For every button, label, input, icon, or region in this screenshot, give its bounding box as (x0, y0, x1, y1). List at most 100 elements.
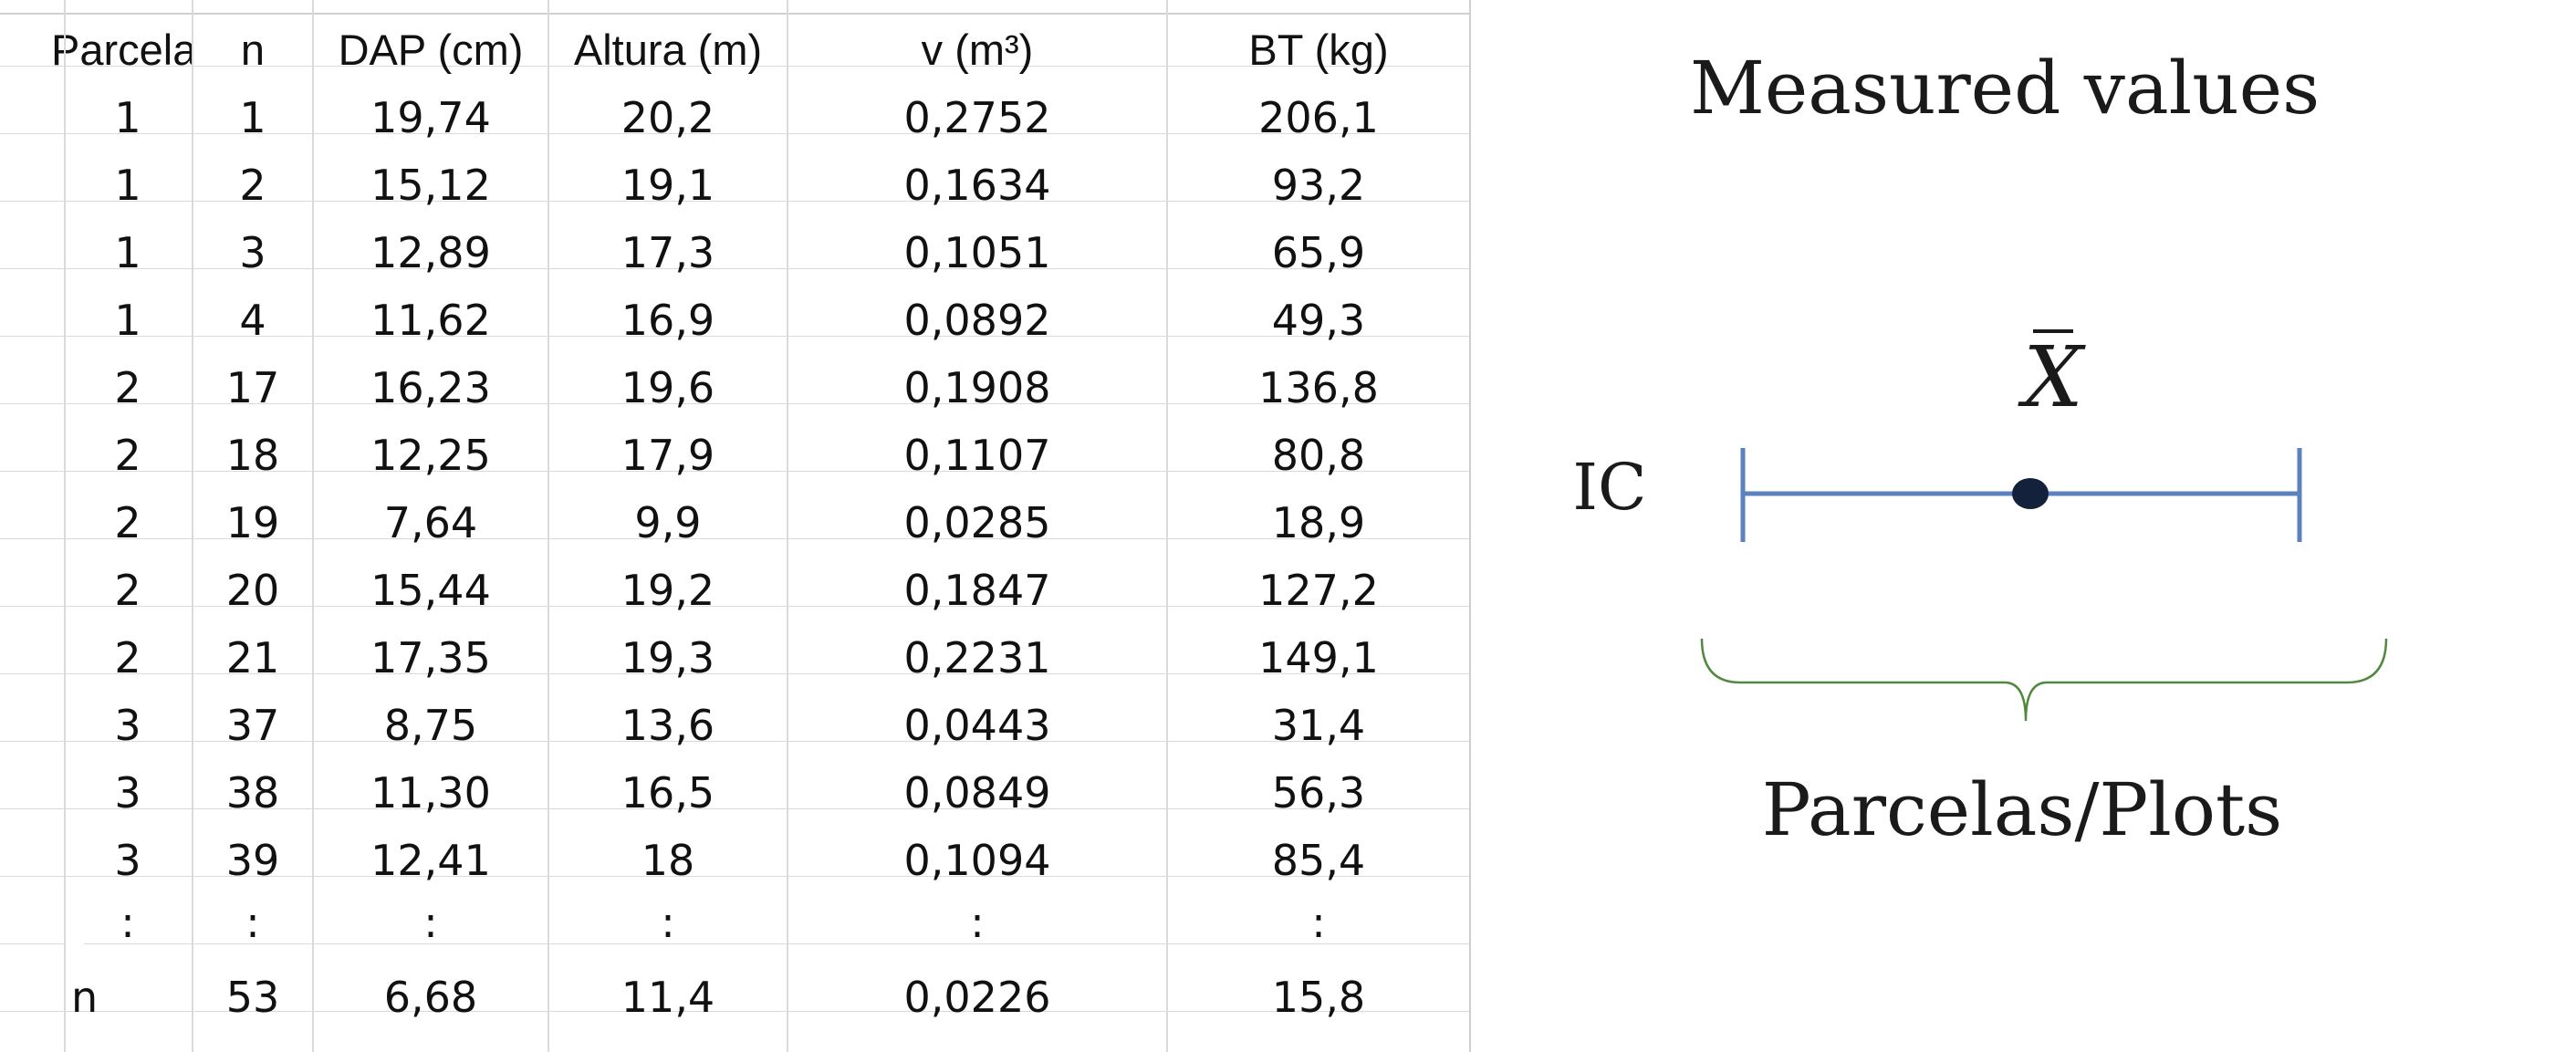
cell-n[interactable]: 18 (225, 431, 280, 480)
cell-bt[interactable]: 206,1 (1258, 93, 1379, 142)
confidence-interval-diagram-panel: Measured values X IC Parcelas/Plots (1471, 0, 2576, 1052)
cell-parcela[interactable]: 1 (114, 161, 141, 210)
plots-brace (1700, 638, 2388, 722)
cell-n[interactable]: 1 (239, 93, 266, 142)
cell-altura[interactable]: 16,9 (621, 296, 715, 345)
last-row-dap[interactable]: 6,68 (383, 973, 478, 1022)
last-row-parcela[interactable]: n (71, 973, 99, 1022)
column-gridline (548, 0, 549, 1052)
cell-dap[interactable]: 12,89 (370, 228, 491, 277)
cell-parcela[interactable]: 2 (114, 498, 141, 547)
ellipsis-cell[interactable]: : (970, 898, 985, 947)
cell-n[interactable]: 39 (225, 836, 280, 885)
cell-altura[interactable]: 13,6 (621, 701, 715, 750)
cell-parcela[interactable]: 1 (114, 296, 141, 345)
cell-bt[interactable]: 31,4 (1271, 701, 1366, 750)
cell-altura[interactable]: 19,3 (621, 633, 715, 682)
cell-altura[interactable]: 19,1 (621, 161, 715, 210)
cell-dap[interactable]: 11,62 (370, 296, 491, 345)
cell-volume[interactable]: 0,2231 (903, 633, 1051, 682)
cell-volume[interactable]: 0,1908 (903, 363, 1051, 412)
cell-dap[interactable]: 15,12 (370, 161, 491, 210)
cell-dap[interactable]: 8,75 (383, 701, 478, 750)
cell-parcela[interactable]: 3 (114, 768, 141, 818)
cell-volume[interactable]: 0,1107 (903, 431, 1051, 480)
cell-parcela[interactable]: 3 (114, 836, 141, 885)
cell-n[interactable]: 3 (239, 228, 266, 277)
cell-parcela[interactable]: 2 (114, 566, 141, 615)
cell-parcela[interactable]: 2 (114, 633, 141, 682)
cell-bt[interactable]: 85,4 (1271, 836, 1366, 885)
header-altura[interactable]: Altura (m) (573, 26, 763, 74)
cell-dap[interactable]: 12,41 (370, 836, 491, 885)
cell-bt[interactable]: 56,3 (1271, 768, 1366, 818)
cell-bt[interactable]: 93,2 (1271, 161, 1366, 210)
ellipsis-cell[interactable]: : (661, 898, 675, 947)
cell-bt[interactable]: 149,1 (1258, 633, 1379, 682)
header-bt[interactable]: BT (kg) (1248, 26, 1389, 74)
table-row: 2 18 12,25 17,9 0,1107 80,8 (0, 421, 1471, 488)
cell-n[interactable]: 20 (225, 566, 280, 615)
cell-bt[interactable]: 49,3 (1271, 296, 1366, 345)
header-volume[interactable]: v (m³) (921, 26, 1034, 74)
cell-dap[interactable]: 19,74 (370, 93, 491, 142)
cell-altura[interactable]: 17,3 (621, 228, 715, 277)
cell-n[interactable]: 37 (225, 701, 280, 750)
cell-altura[interactable]: 18 (641, 836, 695, 885)
cell-n[interactable]: 21 (225, 633, 280, 682)
cell-bt[interactable]: 80,8 (1271, 431, 1366, 480)
last-row-n[interactable]: 53 (225, 973, 280, 1022)
table-row: 2 19 7,64 9,9 0,0285 18,9 (0, 488, 1471, 556)
cell-parcela[interactable]: 3 (114, 701, 141, 750)
ellipsis-cell[interactable]: : (245, 898, 260, 947)
cell-n[interactable]: 19 (225, 498, 280, 547)
last-row-altura[interactable]: 11,4 (621, 973, 715, 1022)
cell-altura[interactable]: 19,6 (621, 363, 715, 412)
cell-volume[interactable]: 0,0443 (903, 701, 1051, 750)
cell-altura[interactable]: 9,9 (634, 498, 702, 547)
header-n[interactable]: n (240, 26, 266, 74)
cell-bt[interactable]: 127,2 (1258, 566, 1379, 615)
cell-n[interactable]: 38 (225, 768, 280, 818)
cell-bt[interactable]: 18,9 (1271, 498, 1366, 547)
header-parcela[interactable]: Parcela (51, 26, 192, 74)
cell-dap[interactable]: 11,30 (370, 768, 491, 818)
cell-n[interactable]: 4 (239, 296, 266, 345)
last-row-volume[interactable]: 0,0226 (903, 973, 1051, 1022)
cell-dap[interactable]: 7,64 (383, 498, 478, 547)
cell-parcela[interactable]: 1 (114, 228, 141, 277)
last-row-bt[interactable]: 15,8 (1271, 973, 1366, 1022)
cell-parcela[interactable]: 1 (114, 93, 141, 142)
table-ellipsis-row: : : : : : : (0, 895, 1471, 963)
cell-dap[interactable]: 15,44 (370, 566, 491, 615)
confidence-interval-diagram: X IC Parcelas/Plots (1572, 328, 2388, 852)
cell-volume[interactable]: 0,2752 (903, 93, 1051, 142)
cell-altura[interactable]: 19,2 (621, 566, 715, 615)
header-dap[interactable]: DAP (cm) (338, 26, 524, 74)
cell-bt[interactable]: 136,8 (1258, 363, 1379, 412)
cell-dap[interactable]: 12,25 (370, 431, 491, 480)
cell-parcela[interactable]: 2 (114, 363, 141, 412)
cell-volume[interactable]: 0,1051 (903, 228, 1051, 277)
cell-parcela[interactable]: 2 (114, 431, 141, 480)
cell-volume[interactable]: 0,1094 (903, 836, 1051, 885)
ellipsis-cell[interactable]: : (120, 898, 135, 947)
cell-dap[interactable]: 16,23 (370, 363, 491, 412)
cell-altura[interactable]: 17,9 (621, 431, 715, 480)
cell-altura[interactable]: 20,2 (621, 93, 715, 142)
cell-n[interactable]: 17 (225, 363, 280, 412)
cell-bt[interactable]: 65,9 (1271, 228, 1366, 277)
ellipsis-cell[interactable]: : (423, 898, 438, 947)
cell-volume[interactable]: 0,1634 (903, 161, 1051, 210)
ellipsis-cell[interactable]: : (1311, 898, 1326, 947)
cell-volume[interactable]: 0,0285 (903, 498, 1051, 547)
table-row: 3 37 8,75 13,6 0,0443 31,4 (0, 691, 1471, 758)
cell-volume[interactable]: 0,1847 (903, 566, 1051, 615)
cell-dap[interactable]: 17,35 (370, 633, 491, 682)
cell-volume[interactable]: 0,0892 (903, 296, 1051, 345)
brace-label: Parcelas/Plots (1762, 767, 2282, 852)
cell-n[interactable]: 2 (239, 161, 266, 210)
cell-volume[interactable]: 0,0849 (903, 768, 1051, 818)
cell-altura[interactable]: 16,5 (621, 768, 715, 818)
table-row: 2 17 16,23 19,6 0,1908 136,8 (0, 353, 1471, 421)
